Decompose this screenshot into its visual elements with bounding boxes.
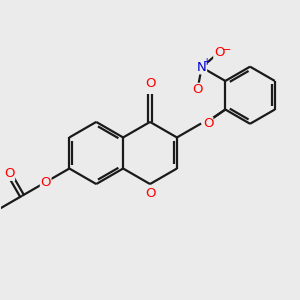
Text: +: + xyxy=(203,57,211,67)
Text: O: O xyxy=(40,176,51,189)
Text: −: − xyxy=(222,45,231,55)
Text: O: O xyxy=(145,187,155,200)
Text: O: O xyxy=(4,167,14,180)
Text: O: O xyxy=(214,46,224,59)
Text: O: O xyxy=(192,83,203,96)
Text: O: O xyxy=(145,77,155,90)
Text: N: N xyxy=(197,61,206,74)
Text: O: O xyxy=(203,117,213,130)
